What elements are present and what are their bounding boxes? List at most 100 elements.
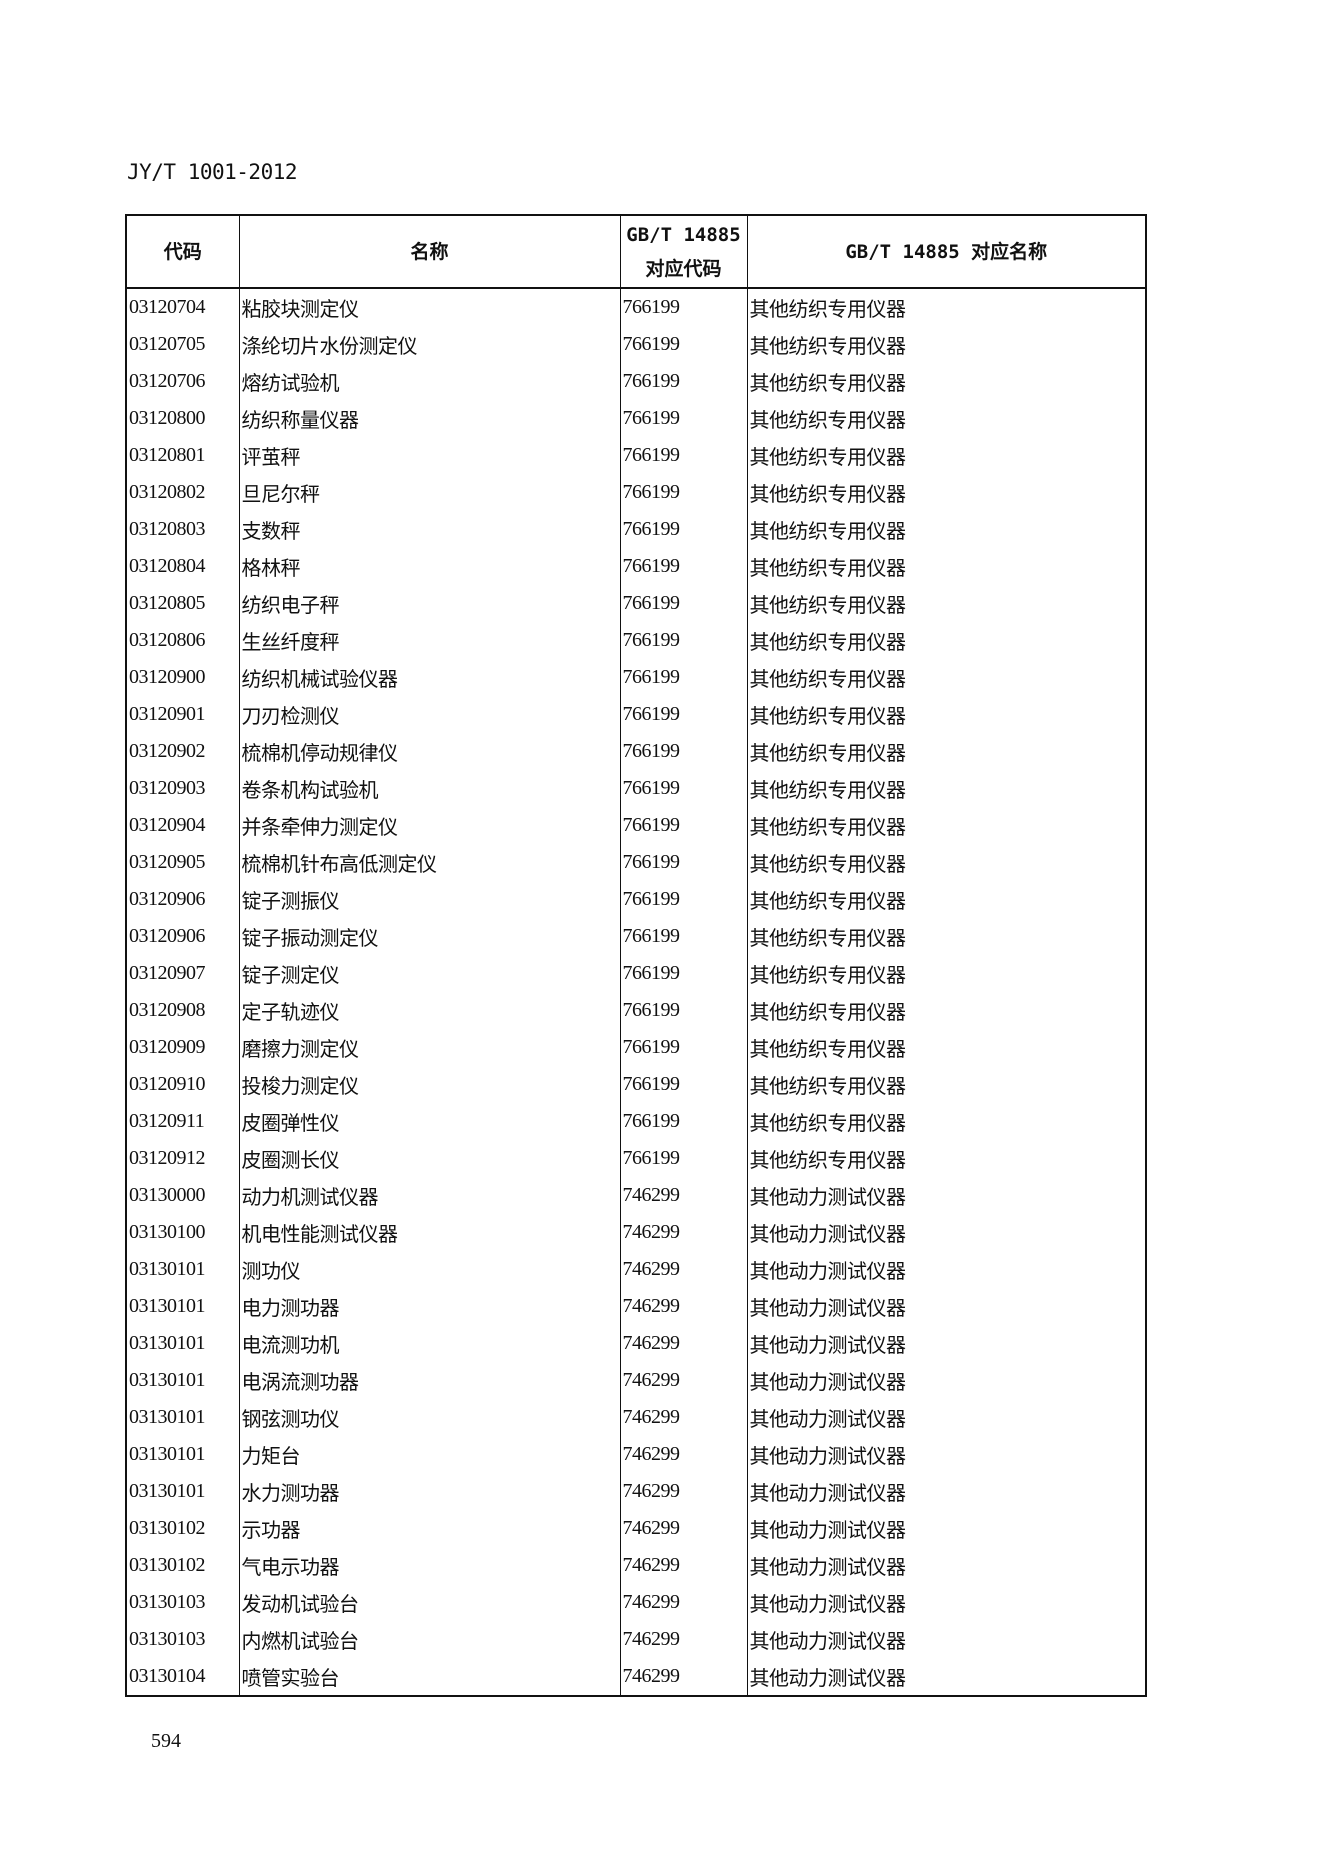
table-row: 03120804 格林秤 766199 其他纺织专用仪器 — [125, 548, 1147, 585]
cell-gb-code: 766199 — [619, 474, 748, 511]
cell-gb-code: 746299 — [619, 1362, 748, 1399]
cell-gb-name: 其他纺织专用仪器 — [746, 400, 1147, 437]
cell-gb-code: 766199 — [619, 881, 748, 918]
cell-name: 并条牵伸力测定仪 — [238, 807, 621, 844]
cell-gb-name: 其他动力测试仪器 — [746, 1584, 1147, 1621]
cell-name: 支数秤 — [238, 511, 621, 548]
cell-name: 格林秤 — [238, 548, 621, 585]
cell-name: 定子轨迹仪 — [238, 992, 621, 1029]
cell-gb-code: 766199 — [619, 622, 748, 659]
cell-gb-name: 其他动力测试仪器 — [746, 1436, 1147, 1473]
table-row: 03120706 熔纺试验机 766199 其他纺织专用仪器 — [125, 363, 1147, 400]
table-row: 03120910 投梭力测定仪 766199 其他纺织专用仪器 — [125, 1066, 1147, 1103]
table-row: 03130102 气电示功器 746299 其他动力测试仪器 — [125, 1547, 1147, 1584]
cell-name: 磨擦力测定仪 — [238, 1029, 621, 1066]
table-row: 03120803 支数秤 766199 其他纺织专用仪器 — [125, 511, 1147, 548]
cell-name: 电流测功机 — [238, 1325, 621, 1362]
cell-gb-code: 746299 — [619, 1288, 748, 1325]
cell-name: 测功仪 — [238, 1251, 621, 1288]
cell-code: 03120904 — [125, 807, 240, 844]
cell-gb-name: 其他动力测试仪器 — [746, 1325, 1147, 1362]
table-row: 03120900 纺织机械试验仪器 766199 其他纺织专用仪器 — [125, 659, 1147, 696]
cell-gb-code: 746299 — [619, 1214, 748, 1251]
table-row: 03120806 生丝纤度秤 766199 其他纺织专用仪器 — [125, 622, 1147, 659]
table-row: 03130103 发动机试验台 746299 其他动力测试仪器 — [125, 1584, 1147, 1621]
cell-name: 生丝纤度秤 — [238, 622, 621, 659]
table-row: 03130100 机电性能测试仪器 746299 其他动力测试仪器 — [125, 1214, 1147, 1251]
cell-code: 03120902 — [125, 733, 240, 770]
cell-gb-code: 766199 — [619, 992, 748, 1029]
column-header-gb-code: GB/T 14885 对应代码 — [619, 214, 748, 289]
cell-gb-name: 其他纺织专用仪器 — [746, 955, 1147, 992]
cell-code: 03120801 — [125, 437, 240, 474]
cell-name: 梳棉机针布高低测定仪 — [238, 844, 621, 881]
table-row: 03120800 纺织称量仪器 766199 其他纺织专用仪器 — [125, 400, 1147, 437]
cell-gb-name: 其他动力测试仪器 — [746, 1177, 1147, 1214]
cell-gb-code: 766199 — [619, 585, 748, 622]
cell-gb-name: 其他纺织专用仪器 — [746, 622, 1147, 659]
cell-gb-name: 其他动力测试仪器 — [746, 1658, 1147, 1696]
cell-code: 03120804 — [125, 548, 240, 585]
cell-gb-code: 746299 — [619, 1621, 748, 1658]
table-row: 03130101 电流测功机 746299 其他动力测试仪器 — [125, 1325, 1147, 1362]
cell-gb-code: 766199 — [619, 363, 748, 400]
cell-gb-name: 其他纺织专用仪器 — [746, 511, 1147, 548]
cell-name: 评茧秤 — [238, 437, 621, 474]
cell-gb-code: 766199 — [619, 400, 748, 437]
cell-code: 03130103 — [125, 1584, 240, 1621]
cell-gb-name: 其他纺织专用仪器 — [746, 1140, 1147, 1177]
cell-name: 刀刃检测仪 — [238, 696, 621, 733]
cell-gb-code: 766199 — [619, 548, 748, 585]
cell-gb-code: 746299 — [619, 1584, 748, 1621]
cell-gb-code: 746299 — [619, 1436, 748, 1473]
cell-code: 03120802 — [125, 474, 240, 511]
table-row: 03120906 锭子振动测定仪 766199 其他纺织专用仪器 — [125, 918, 1147, 955]
cell-gb-code: 766199 — [619, 437, 748, 474]
table-row: 03130000 动力机测试仪器 746299 其他动力测试仪器 — [125, 1177, 1147, 1214]
table-row: 03120805 纺织电子秤 766199 其他纺织专用仪器 — [125, 585, 1147, 622]
cell-name: 机电性能测试仪器 — [238, 1214, 621, 1251]
cell-gb-code: 766199 — [619, 288, 748, 326]
cell-gb-code: 766199 — [619, 511, 748, 548]
cell-gb-name: 其他动力测试仪器 — [746, 1251, 1147, 1288]
cell-gb-name: 其他动力测试仪器 — [746, 1362, 1147, 1399]
cell-name: 内燃机试验台 — [238, 1621, 621, 1658]
cell-gb-code: 746299 — [619, 1399, 748, 1436]
cell-name: 力矩台 — [238, 1436, 621, 1473]
gb-code-header-line1: GB/T 14885 — [626, 223, 741, 246]
table-row: 03120906 锭子测振仪 766199 其他纺织专用仪器 — [125, 881, 1147, 918]
cell-name: 梳棉机停动规律仪 — [238, 733, 621, 770]
cell-code: 03120906 — [125, 918, 240, 955]
cell-gb-name: 其他纺织专用仪器 — [746, 770, 1147, 807]
cell-gb-code: 766199 — [619, 770, 748, 807]
cell-code: 03120909 — [125, 1029, 240, 1066]
cell-gb-name: 其他纺织专用仪器 — [746, 1029, 1147, 1066]
table-row: 03120912 皮圈测长仪 766199 其他纺织专用仪器 — [125, 1140, 1147, 1177]
cell-gb-code: 766199 — [619, 659, 748, 696]
standard-code-header: JY/T 1001-2012 — [127, 160, 298, 184]
cell-gb-name: 其他纺织专用仪器 — [746, 844, 1147, 881]
table-row: 03120905 梳棉机针布高低测定仪 766199 其他纺织专用仪器 — [125, 844, 1147, 881]
cell-gb-name: 其他动力测试仪器 — [746, 1473, 1147, 1510]
cell-name: 示功器 — [238, 1510, 621, 1547]
cell-gb-code: 746299 — [619, 1325, 748, 1362]
cell-code: 03120900 — [125, 659, 240, 696]
table-row: 03130101 电涡流测功器 746299 其他动力测试仪器 — [125, 1362, 1147, 1399]
table-row: 03130102 示功器 746299 其他动力测试仪器 — [125, 1510, 1147, 1547]
cell-name: 熔纺试验机 — [238, 363, 621, 400]
cell-gb-code: 766199 — [619, 955, 748, 992]
cell-gb-name: 其他纺织专用仪器 — [746, 659, 1147, 696]
cell-name: 锭子振动测定仪 — [238, 918, 621, 955]
cell-code: 03130101 — [125, 1288, 240, 1325]
cell-name: 水力测功器 — [238, 1473, 621, 1510]
column-header-gb-name: GB/T 14885 对应名称 — [746, 214, 1147, 289]
cell-code: 03120806 — [125, 622, 240, 659]
cell-gb-code: 746299 — [619, 1473, 748, 1510]
cell-gb-name: 其他纺织专用仪器 — [746, 288, 1147, 326]
cell-gb-name: 其他纺织专用仪器 — [746, 363, 1147, 400]
gb-code-header-line2: 对应代码 — [645, 257, 722, 280]
cell-gb-name: 其他动力测试仪器 — [746, 1214, 1147, 1251]
cell-gb-name: 其他纺织专用仪器 — [746, 881, 1147, 918]
cell-gb-name: 其他纺织专用仪器 — [746, 918, 1147, 955]
cell-code: 03120911 — [125, 1103, 240, 1140]
